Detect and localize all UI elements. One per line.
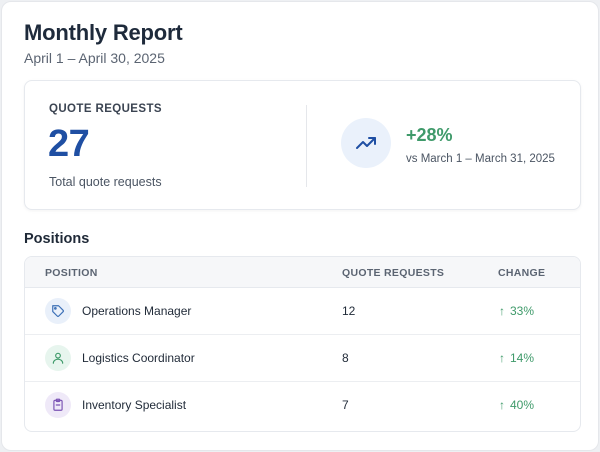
table-row[interactable]: Operations Manager 12 ↑ 33% — [25, 288, 580, 335]
arrow-up-icon: ↑ — [499, 351, 505, 365]
summary-panel: QUOTE REQUESTS 27 Total quote requests +… — [24, 80, 581, 210]
position-name: Operations Manager — [82, 304, 192, 318]
tag-icon — [45, 298, 71, 324]
page-title: Monthly Report — [24, 20, 183, 45]
column-header-quote-requests[interactable]: QUOTE REQUESTS — [342, 267, 445, 279]
user-icon — [45, 345, 71, 371]
arrow-up-icon: ↑ — [499, 304, 505, 318]
trending-up-icon — [341, 118, 391, 168]
change-comparison: vs March 1 – March 31, 2025 — [406, 153, 555, 165]
position-name: Logistics Coordinator — [82, 351, 195, 365]
date-range: April 1 – April 30, 2025 — [24, 50, 165, 66]
summary-value: 27 — [48, 123, 90, 165]
change-cell: ↑ 33% — [499, 304, 534, 318]
clipboard-icon — [45, 392, 71, 418]
quote-requests-count: 7 — [342, 398, 349, 412]
summary-divider — [306, 105, 307, 187]
position-name: Inventory Specialist — [82, 398, 187, 412]
change-value: 40% — [510, 398, 535, 412]
column-header-change[interactable]: CHANGE — [498, 267, 546, 279]
summary-label: QUOTE REQUESTS — [49, 103, 162, 115]
table-header: POSITION QUOTE REQUESTS CHANGE — [25, 257, 580, 288]
quote-requests-count: 8 — [342, 351, 349, 365]
change-cell: ↑ 40% — [499, 398, 534, 412]
column-header-position[interactable]: POSITION — [45, 267, 98, 279]
quote-requests-count: 12 — [342, 304, 356, 318]
table-row[interactable]: Logistics Coordinator 8 ↑ 14% — [25, 335, 580, 382]
change-value: +28% — [406, 125, 453, 145]
change-cell: ↑ 14% — [499, 351, 534, 365]
summary-caption: Total quote requests — [49, 175, 162, 189]
table-row[interactable]: Inventory Specialist 7 ↑ 40% — [25, 382, 580, 429]
positions-table: POSITION QUOTE REQUESTS CHANGE Operation… — [24, 256, 581, 432]
arrow-up-icon: ↑ — [499, 398, 505, 412]
change-value: 33% — [510, 304, 535, 318]
positions-title: Positions — [24, 231, 90, 247]
change-value: 14% — [510, 351, 535, 365]
